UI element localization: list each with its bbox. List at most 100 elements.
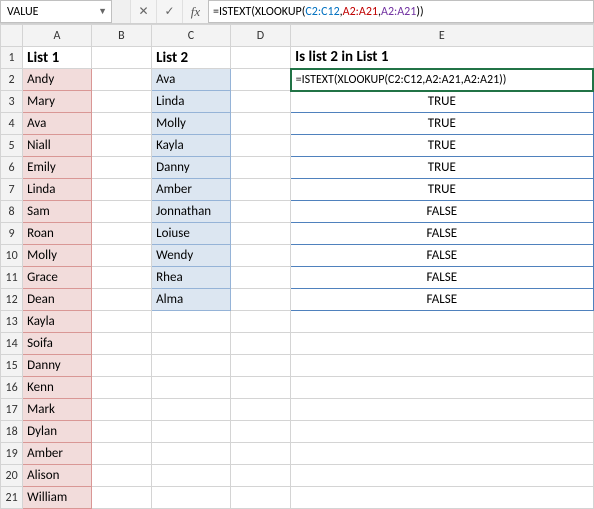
row-header[interactable]: 12 xyxy=(1,289,23,311)
spreadsheet-grid[interactable]: A B C D E 1List 1List 2Is list 2 in List… xyxy=(0,24,594,509)
cell[interactable] xyxy=(230,201,290,223)
row-header[interactable]: 13 xyxy=(1,311,23,333)
cell[interactable]: Roan xyxy=(23,223,92,245)
cell[interactable] xyxy=(152,355,231,377)
cell[interactable] xyxy=(291,399,593,421)
cell[interactable] xyxy=(230,245,290,267)
cell[interactable] xyxy=(152,311,231,333)
cell[interactable]: Linda xyxy=(23,179,92,201)
fx-icon[interactable]: fx xyxy=(182,0,208,23)
cell[interactable]: Dylan xyxy=(23,421,92,443)
cell[interactable] xyxy=(230,377,290,399)
cell[interactable] xyxy=(91,487,151,509)
name-box[interactable]: VALUE ▼ xyxy=(0,0,112,23)
cell[interactable] xyxy=(152,377,231,399)
row-header[interactable]: 19 xyxy=(1,443,23,465)
row-header[interactable]: 2 xyxy=(1,69,23,91)
cell[interactable]: Linda xyxy=(152,91,231,113)
row-header[interactable]: 9 xyxy=(1,223,23,245)
cell[interactable] xyxy=(91,113,151,135)
row-header[interactable]: 18 xyxy=(1,421,23,443)
cell[interactable] xyxy=(91,399,151,421)
row-header[interactable]: 6 xyxy=(1,157,23,179)
cell[interactable] xyxy=(91,157,151,179)
cell[interactable] xyxy=(91,333,151,355)
cell[interactable] xyxy=(91,289,151,311)
cell[interactable]: Emily xyxy=(23,157,92,179)
cell[interactable] xyxy=(230,355,290,377)
cell[interactable]: Jonnathan xyxy=(152,201,231,223)
row-header[interactable]: 11 xyxy=(1,267,23,289)
cell[interactable]: Kenn xyxy=(23,377,92,399)
cell[interactable] xyxy=(230,443,290,465)
cell[interactable] xyxy=(91,377,151,399)
cell[interactable] xyxy=(291,465,593,487)
col-header-D[interactable]: D xyxy=(230,25,290,47)
cell[interactable] xyxy=(230,135,290,157)
cell[interactable]: Ava xyxy=(152,69,231,91)
cell[interactable] xyxy=(91,465,151,487)
cell[interactable] xyxy=(230,421,290,443)
cell[interactable]: Rhea xyxy=(152,267,231,289)
cell[interactable]: Wendy xyxy=(152,245,231,267)
cancel-icon[interactable]: ✕ xyxy=(130,0,156,23)
row-header[interactable]: 21 xyxy=(1,487,23,509)
cell[interactable]: Kayla xyxy=(23,311,92,333)
cell[interactable]: FALSE xyxy=(291,245,593,267)
cell[interactable]: FALSE xyxy=(291,289,593,311)
row-header[interactable]: 5 xyxy=(1,135,23,157)
cell[interactable]: Mark xyxy=(23,399,92,421)
cell[interactable] xyxy=(230,157,290,179)
cell[interactable]: Is list 2 in List 1 xyxy=(291,47,593,69)
cell[interactable]: TRUE xyxy=(291,91,593,113)
cell[interactable]: Ava xyxy=(23,113,92,135)
cell[interactable] xyxy=(152,487,231,509)
row-header[interactable]: 20 xyxy=(1,465,23,487)
cell[interactable]: TRUE xyxy=(291,179,593,201)
cell[interactable]: FALSE xyxy=(291,223,593,245)
cell[interactable] xyxy=(291,355,593,377)
cell[interactable]: Danny xyxy=(152,157,231,179)
cell[interactable]: Niall xyxy=(23,135,92,157)
cell[interactable]: List 1 xyxy=(23,47,92,69)
row-header[interactable]: 7 xyxy=(1,179,23,201)
col-header-A[interactable]: A xyxy=(23,25,92,47)
cell[interactable]: Dean xyxy=(23,289,92,311)
col-header-C[interactable]: C xyxy=(152,25,231,47)
cell[interactable]: Amber xyxy=(23,443,92,465)
cell[interactable]: Soifa xyxy=(23,333,92,355)
cell[interactable]: Molly xyxy=(152,113,231,135)
cell[interactable] xyxy=(91,421,151,443)
cell[interactable] xyxy=(91,443,151,465)
cell[interactable] xyxy=(91,179,151,201)
row-header[interactable]: 4 xyxy=(1,113,23,135)
cell[interactable] xyxy=(230,289,290,311)
cell[interactable]: Amber xyxy=(152,179,231,201)
cell[interactable] xyxy=(291,311,593,333)
cell[interactable] xyxy=(230,333,290,355)
cell[interactable] xyxy=(230,223,290,245)
select-all-corner[interactable] xyxy=(1,25,23,47)
cell[interactable] xyxy=(152,399,231,421)
cell[interactable] xyxy=(91,91,151,113)
cell[interactable] xyxy=(291,377,593,399)
cell[interactable] xyxy=(230,69,290,91)
cell[interactable]: List 2 xyxy=(152,47,231,69)
cell[interactable] xyxy=(230,113,290,135)
cell[interactable] xyxy=(91,47,151,69)
cell[interactable]: TRUE xyxy=(291,135,593,157)
cell[interactable]: Kayla xyxy=(152,135,231,157)
row-header[interactable]: 16 xyxy=(1,377,23,399)
cell[interactable]: Danny xyxy=(23,355,92,377)
cell[interactable]: TRUE xyxy=(291,113,593,135)
cell[interactable] xyxy=(230,399,290,421)
row-header[interactable]: 14 xyxy=(1,333,23,355)
cell[interactable] xyxy=(91,267,151,289)
cell[interactable] xyxy=(152,465,231,487)
cell[interactable]: Sam xyxy=(23,201,92,223)
cell[interactable]: Alma xyxy=(152,289,231,311)
chevron-down-icon[interactable]: ▼ xyxy=(98,6,107,17)
cell[interactable] xyxy=(91,201,151,223)
col-header-B[interactable]: B xyxy=(91,25,151,47)
check-icon[interactable]: ✓ xyxy=(156,0,182,23)
